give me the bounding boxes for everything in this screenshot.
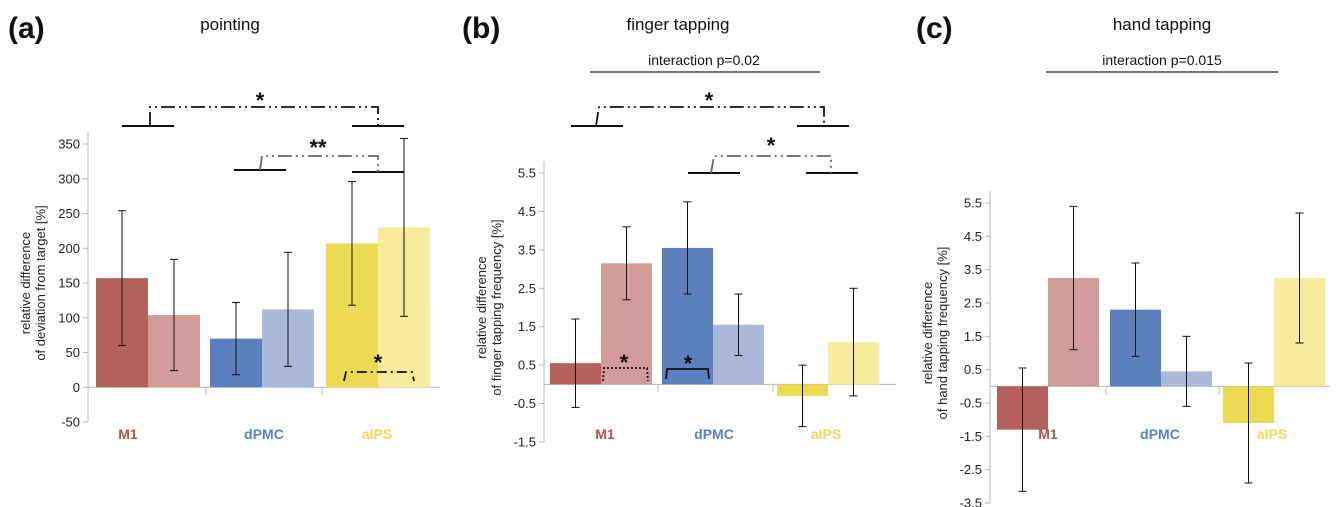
y-tick-label: 0.5 [518,358,536,373]
panel-c-hand-tapping: (c) hand tapping interaction p=0.015 -3.5 -2… [916,12,1330,507]
category-label-dPMC: dPMC [1140,426,1180,442]
significance-star: * [374,350,383,375]
panel-title: pointing [200,15,260,34]
y-tick-label: 3.5 [518,242,536,257]
panel-letter: (c) [916,12,953,45]
y-tick-label: 0.5 [964,362,982,377]
panel-title: hand tapping [1113,15,1211,34]
y-tick-label: 250 [58,206,80,221]
y-tick-label: -1.5 [514,435,536,450]
significance-star: ** [309,135,327,160]
y-tick-label: 50 [66,345,80,360]
panel-a-pointing: (a) pointing -50 0 50 100 150 200 250 300 350 relat… [8,12,440,442]
y-tick-label: -1.5 [960,429,982,444]
y-axis-label: relative differenceof deviation from tar… [18,205,48,360]
y-axis-label-line: of finger tapping frequency [%] [489,219,504,395]
y-tick-label: 2.5 [964,296,982,311]
y-tick-label: -0.5 [960,396,982,411]
y-tick-label: -50 [61,415,80,430]
y-tick-label: 100 [58,310,80,325]
y-axis-label: relative differenceof hand tapping frequ… [920,247,950,420]
y-tick-label: 5.5 [518,166,536,181]
panel-b-finger-tapping: (b) finger tapping interaction p=0.02 -1.5 -… [462,12,896,450]
y-tick-label: 0 [73,380,80,395]
significance-bracket [259,155,379,172]
y-tick-label: -0.5 [514,396,536,411]
significance-star: * [705,88,714,113]
y-tick-label: 1.5 [518,319,536,334]
significance-bracket [595,106,825,127]
y-axis-label-line: relative difference [18,232,33,334]
category-label-aIPS: aIPS [362,426,392,442]
significance-star: * [256,88,265,113]
y-tick-label: 2.5 [518,281,536,296]
y-axis-label-line: of deviation from target [%] [33,205,48,360]
category-label-dPMC: dPMC [244,426,284,442]
category-label-aIPS: aIPS [1257,426,1287,442]
y-tick-label: 3.5 [964,262,982,277]
panel-letter: (a) [8,12,45,45]
y-tick-label: 4.5 [964,229,982,244]
y-tick-label: 300 [58,171,80,186]
significance-star: * [620,350,629,375]
category-label-dPMC: dPMC [694,426,734,442]
y-tick-label: 150 [58,276,80,291]
category-label-aIPS: aIPS [811,426,841,442]
significance-star: * [684,351,693,376]
panel-letter: (b) [462,12,500,45]
category-label-M1: M1 [595,426,615,442]
y-axis-label-line: relative difference [474,256,489,358]
y-tick-label: 200 [58,241,80,256]
panel-title: finger tapping [626,15,729,34]
category-label-M1: M1 [118,426,138,442]
y-tick-label: 1.5 [964,329,982,344]
y-tick-label: -3.5 [960,496,982,507]
y-tick-label: 5.5 [964,196,982,211]
category-label-M1: M1 [1038,426,1058,442]
significance-bracket [665,368,710,380]
significance-bracket [149,106,379,126]
y-axis-label-line: relative difference [920,282,935,384]
interaction-label: interaction p=0.02 [648,52,760,68]
interaction-label: interaction p=0.015 [1102,52,1222,68]
y-axis-label-line: of hand tapping frequency [%] [935,247,950,420]
y-tick-label: -2.5 [960,462,982,477]
y-tick-label: 4.5 [518,204,536,219]
significance-bracket [343,371,415,382]
significance-bracket [710,155,832,174]
y-axis-label: relative differenceof finger tapping fre… [474,219,504,395]
significance-star: * [767,133,776,158]
y-tick-label: 350 [58,137,80,152]
